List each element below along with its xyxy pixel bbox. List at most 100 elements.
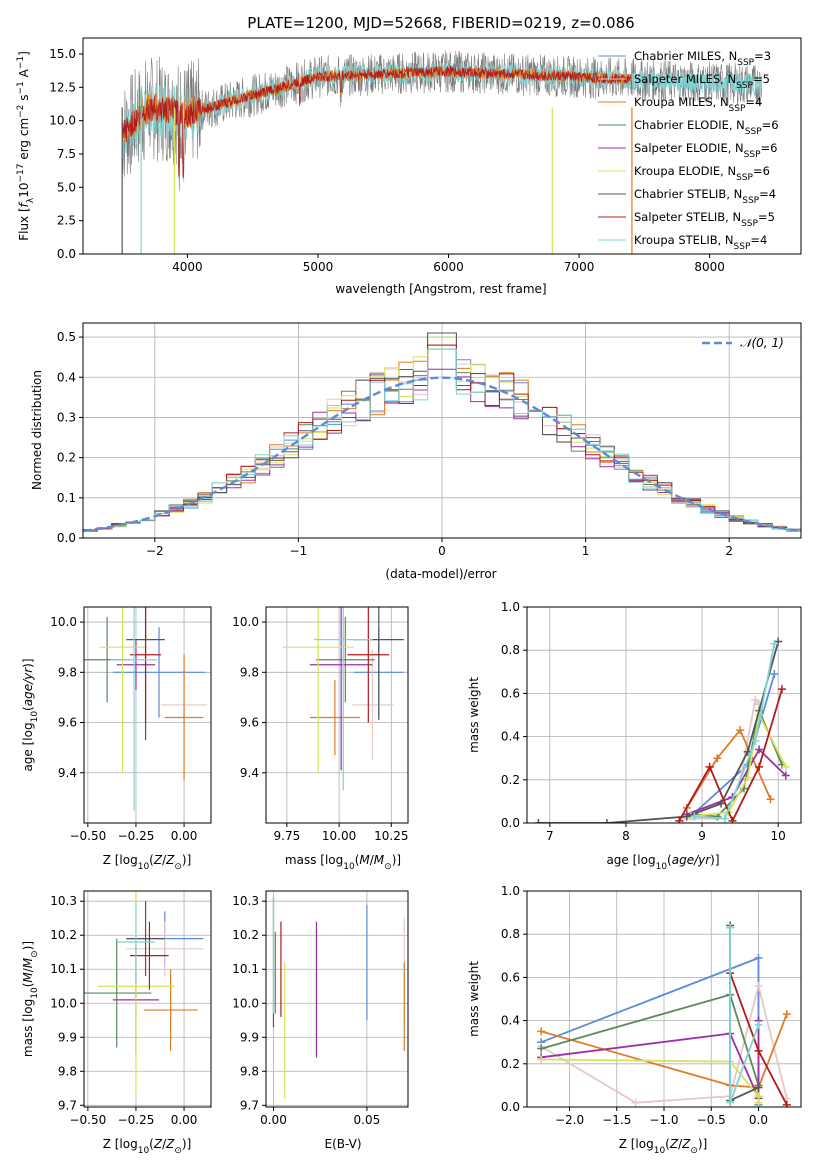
axes-mass_vs_ebv: 0.00 0.05 9.7 9.8 9.9 10.0 10.1 10.2 10.3 E(B-V) xyxy=(232,890,409,1151)
x-tick-label: 8000 xyxy=(694,260,725,274)
axes-residuals: −2 −1 0 1 2 0.0 0.1 0.2 0.3 0.4 0.5 𝒩(0, 1) (data-mo… xyxy=(30,322,802,581)
x-axis-label: mass [log10(M/M⊙)] xyxy=(285,853,401,872)
y-tick-label: 1.0 xyxy=(501,600,520,614)
x-axis-label: Z [log10(Z/Z⊙)] xyxy=(103,853,192,872)
legend-label: Kroupa ELODIE, NSSP=6 xyxy=(634,164,770,183)
y-tick-label: 0.8 xyxy=(501,927,520,941)
y-tick-label: 0.4 xyxy=(57,370,76,384)
legend-label: Kroupa MILES, NSSP=4 xyxy=(634,95,762,114)
x-axis-label: age [log10(age/yr)] xyxy=(606,853,719,872)
legend-label: Salpeter STELIB, NSSP=5 xyxy=(634,210,775,229)
x-tick-label: 7 xyxy=(546,829,554,843)
x-axis-label: Z [log10(Z/Z⊙)] xyxy=(619,1137,708,1156)
y-tick-label: 9.9 xyxy=(240,1030,259,1044)
y-tick-label: 0.5 xyxy=(57,330,76,344)
weight-line-chabrier-stelib xyxy=(538,641,780,823)
x-tick-label: 9 xyxy=(698,829,706,843)
weight-marker-kroupa-elodie xyxy=(754,1098,763,1107)
y-tick-label: 0.0 xyxy=(57,531,76,545)
y-tick-label: 0.2 xyxy=(57,451,76,465)
weight-marker-kroupa-miles xyxy=(537,1027,546,1036)
y-tick-label: 5.0 xyxy=(57,180,76,194)
weight-line-chabrier-miles xyxy=(540,956,760,1105)
y-tick-label: 9.8 xyxy=(240,1064,259,1078)
x-axis-label: Z [log10(Z/Z⊙)] xyxy=(103,1137,192,1156)
spectrum-line-salpeter-stelib xyxy=(121,65,632,178)
weight-marker-kroupa-elodie xyxy=(537,1055,546,1064)
weight-marker-kroupa-stelib xyxy=(720,814,729,823)
weight-marker-chabrier-stelib xyxy=(717,799,726,808)
axes-weight_vs_Z: −2.0 −1.5 −1.0 −0.5 0.0 0.0 0.2 0.4 0.6 0.8 1.0 mas… xyxy=(467,884,802,1156)
y-tick-label: 10.1 xyxy=(50,962,77,976)
y-tick-label: 0.4 xyxy=(501,730,520,744)
weight-marker-chabrier-stelib xyxy=(534,819,543,823)
x-tick-label: −0.50 xyxy=(69,829,106,843)
y-tick-label: 10.2 xyxy=(50,928,77,942)
weight-marker-kroupa-stelib xyxy=(770,639,779,648)
y-tick-label: 0.0 xyxy=(57,247,76,261)
y-tick-label: 9.6 xyxy=(58,716,77,730)
plot-area xyxy=(121,50,763,254)
y-tick-label: 9.4 xyxy=(240,766,259,780)
y-tick-label: 10.0 xyxy=(232,615,259,629)
y-tick-label: 9.8 xyxy=(58,665,77,679)
weight-marker-chabrier-stelib xyxy=(754,1083,763,1092)
weight-marker-kroupa-stelib xyxy=(754,1020,763,1029)
axes-frame xyxy=(83,890,212,1108)
plot-area xyxy=(83,332,801,533)
plots-layer: 4000 5000 6000 7000 80000.02.55.07.510.012.5… xyxy=(16,37,802,1156)
plot-area xyxy=(84,891,204,1099)
weight-marker-chabrier-miles xyxy=(770,669,779,678)
x-tick-label: −2.0 xyxy=(555,1113,584,1127)
x-tick-label: 0 xyxy=(438,544,446,558)
x-tick-label: 10.25 xyxy=(374,829,408,843)
x-tick-label: −1.0 xyxy=(649,1113,678,1127)
plot-area xyxy=(84,607,208,811)
y-tick-label: 12.5 xyxy=(49,80,76,94)
y-tick-label: 7.5 xyxy=(57,147,76,161)
y-axis-label: Flux [fλ10−17 erg cm−2 s−1 A−1] xyxy=(16,51,36,241)
weight-marker-kroupa-elodie xyxy=(781,762,790,771)
y-tick-label: 0.6 xyxy=(501,970,520,984)
normal-curve xyxy=(83,376,801,533)
y-axis-label: mass [log10(M/M⊙)] xyxy=(21,941,40,1057)
y-tick-label: 10.3 xyxy=(232,894,259,908)
weight-marker-salpeter-miles xyxy=(751,695,760,704)
legend-label: Salpeter MILES, NSSP=5 xyxy=(634,72,770,91)
x-tick-label: −0.50 xyxy=(69,1113,106,1127)
axes-weight_vs_age: 7 8 9 10 0.0 0.2 0.4 0.6 0.8 1.0 mass weight age [l… xyxy=(467,600,802,872)
x-tick-label: 10 xyxy=(771,829,786,843)
weight-marker-chabrier-stelib xyxy=(602,819,611,823)
weight-line-kroupa-miles xyxy=(540,1013,788,1089)
axes-frame xyxy=(265,890,409,1108)
weight-marker-salpeter-stelib xyxy=(705,762,714,771)
x-tick-label: 1 xyxy=(582,544,590,558)
weight-marker-salpeter-miles xyxy=(754,982,763,991)
legend-label: Chabrier ELODIE, NSSP=6 xyxy=(634,118,779,137)
y-tick-label: 0.1 xyxy=(57,491,76,505)
x-tick-label: −2 xyxy=(146,544,164,558)
plot-area xyxy=(537,921,791,1107)
y-tick-label: 10.0 xyxy=(50,615,77,629)
x-tick-label: −0.25 xyxy=(118,829,155,843)
y-tick-label: 9.9 xyxy=(58,1030,77,1044)
weight-marker-kroupa-elodie xyxy=(743,773,752,782)
x-axis-label: wavelength [Angstrom, rest frame] xyxy=(335,282,546,296)
x-tick-label: 7000 xyxy=(564,260,595,274)
weight-marker-salpeter-elodie xyxy=(781,771,790,780)
legend-label: 𝒩(0, 1) xyxy=(740,336,784,350)
y-tick-label: 10.0 xyxy=(50,996,77,1010)
weight-marker-salpeter-stelib xyxy=(777,685,786,694)
axes-age_vs_Z: −0.50 −0.25 0.00 9.4 9.6 9.8 10.0 Z [log10(Z/Z⊙… xyxy=(21,606,212,872)
weight-marker-kroupa-stelib xyxy=(726,923,735,932)
spectrum-legend: Chabrier MILES, NSSP=3 Salpeter MILES, NS… xyxy=(598,49,779,252)
axes-frame xyxy=(265,606,409,824)
x-tick-label: 8 xyxy=(622,829,630,843)
weight-line-salpeter-stelib xyxy=(678,688,783,823)
x-tick-label: 0.00 xyxy=(171,1113,198,1127)
y-tick-label: 0.2 xyxy=(501,1057,520,1071)
y-tick-label: 10.3 xyxy=(50,894,77,908)
x-axis-label: (data-model)/error xyxy=(385,567,496,581)
weight-marker-salpeter-miles xyxy=(631,1098,640,1107)
axes-frame xyxy=(82,37,802,255)
